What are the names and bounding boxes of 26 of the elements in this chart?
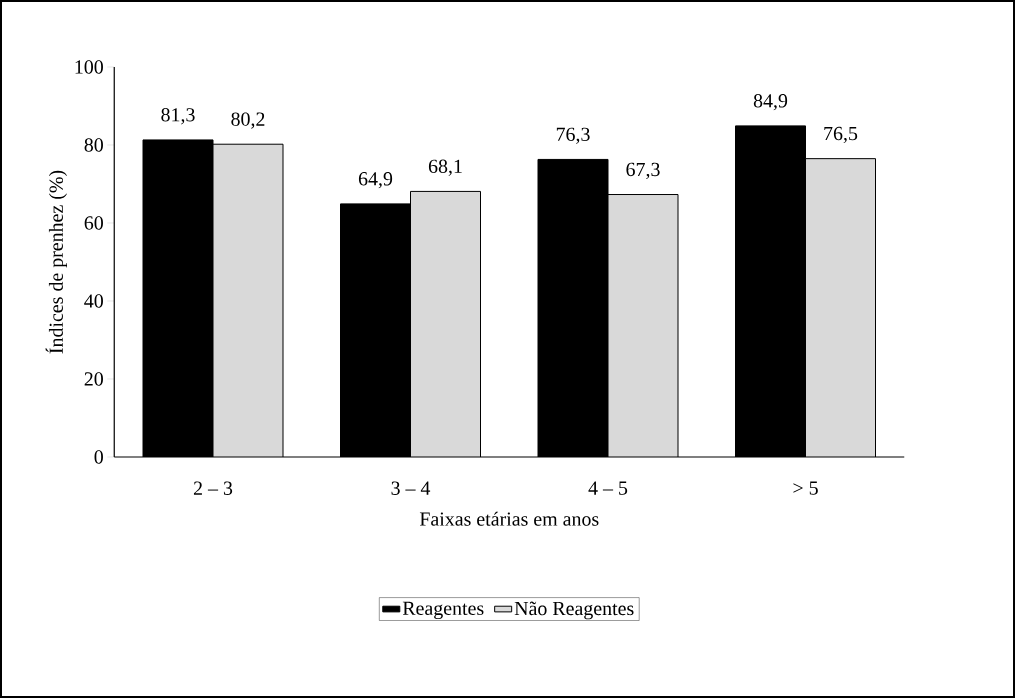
y-tick-label: 40 — [84, 294, 103, 308]
y-tick-label: 60 — [84, 216, 103, 230]
data-label: 76,3 — [556, 127, 590, 144]
data-label: 64,9 — [358, 172, 393, 189]
x-tick-label: > 5 — [793, 481, 818, 495]
y-tick-label: 80 — [84, 138, 103, 152]
data-label: 67,3 — [626, 162, 660, 179]
x-axis-title: Faixas etárias em anos — [419, 511, 599, 526]
data-label: 76,5 — [824, 126, 858, 144]
x-tick-label: 4 – 5 — [588, 481, 628, 495]
data-label: 84,9 — [753, 94, 788, 111]
y-tick-label: 20 — [84, 372, 103, 386]
bar — [608, 194, 678, 457]
legend-label: Não Reagentes — [514, 601, 634, 620]
x-tick-label: 2 – 3 — [193, 481, 233, 495]
data-label: 81,3 — [161, 108, 195, 125]
y-tick-label: 100 — [75, 60, 103, 74]
bar — [805, 158, 876, 457]
y-axis-title: Índices de prenhez (%) — [45, 170, 67, 354]
bar — [213, 144, 283, 457]
x-tick-label: 3 – 4 — [391, 481, 431, 495]
bar — [410, 191, 481, 457]
y-tick-label: 0 — [94, 450, 103, 464]
legend-label: Reagentes — [402, 601, 484, 620]
data-label: 80,2 — [231, 112, 265, 129]
data-label: 68,1 — [428, 159, 462, 176]
